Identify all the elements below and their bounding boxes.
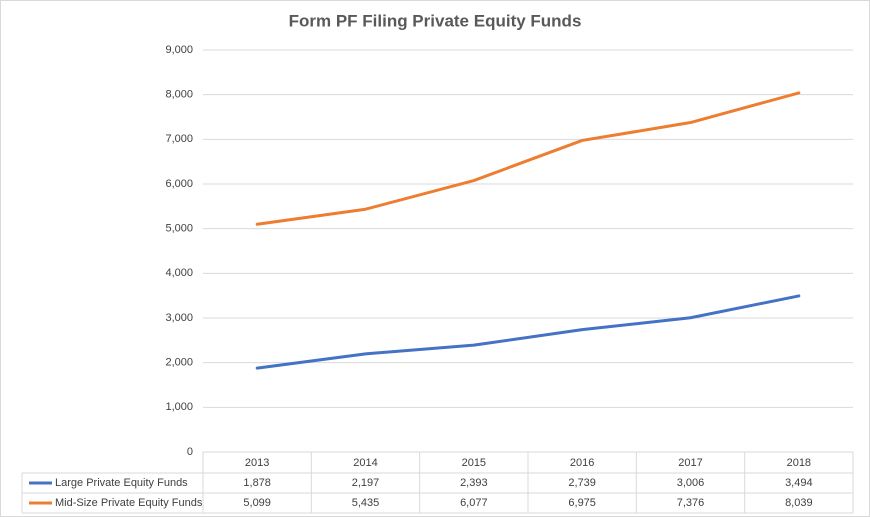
y-tick-label: 1,000 [165, 401, 193, 413]
table-value: 7,376 [677, 497, 705, 509]
y-tick-label: 8,000 [165, 89, 193, 101]
x-tick-label: 2017 [678, 457, 702, 469]
x-tick-label: 2014 [353, 457, 377, 469]
table-value: 3,006 [677, 477, 705, 489]
x-tick-label: 2016 [570, 457, 594, 469]
y-tick-label: 0 [187, 446, 193, 458]
x-tick-label: 2018 [787, 457, 811, 469]
table-value: 1,878 [243, 477, 271, 489]
line [255, 294, 801, 370]
chart-title: Form PF Filing Private Equity Funds [289, 11, 582, 30]
table-value: 8,039 [785, 497, 813, 509]
table-value: 5,435 [352, 497, 380, 509]
table-value: 2,197 [352, 477, 380, 489]
line [255, 91, 801, 226]
table-value: 5,099 [243, 497, 271, 509]
y-tick-label: 3,000 [165, 312, 193, 324]
table-value: 2,739 [568, 477, 596, 489]
y-tick-label: 6,000 [165, 178, 193, 190]
table-value: 6,077 [460, 497, 488, 509]
y-tick-label: 9,000 [165, 44, 193, 56]
table-value: 3,494 [785, 477, 813, 489]
x-tick-label: 2015 [462, 457, 486, 469]
legend-label: Large Private Equity Funds [55, 477, 188, 489]
y-tick-label: 2,000 [165, 357, 193, 369]
legend-label: Mid-Size Private Equity Funds [55, 497, 203, 509]
table-value: 2,393 [460, 477, 488, 489]
table-value: 6,975 [568, 497, 596, 509]
y-tick-label: 7,000 [165, 133, 193, 145]
y-tick-label: 4,000 [165, 267, 193, 279]
y-tick-label: 5,000 [165, 223, 193, 235]
x-tick-label: 2013 [245, 457, 269, 469]
